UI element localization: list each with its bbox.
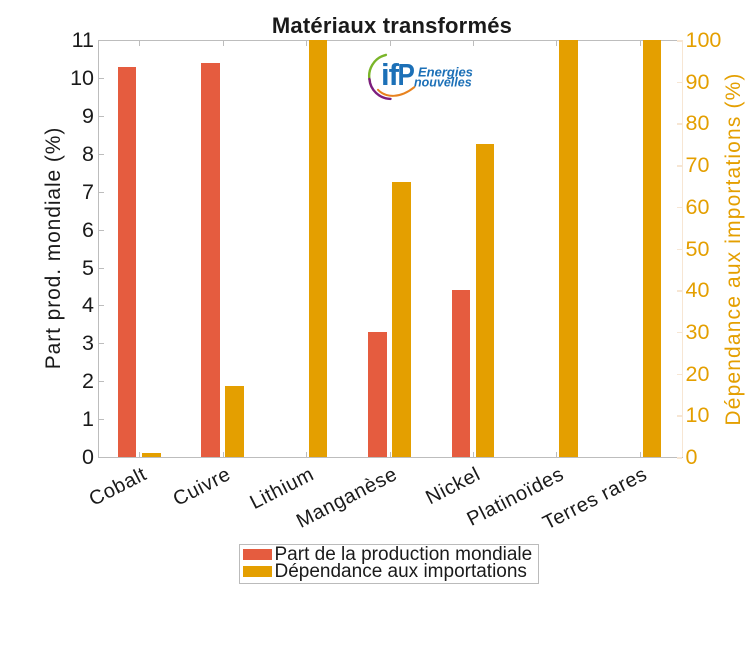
- svg-text:P: P: [398, 58, 415, 93]
- svg-text:Energies: Energies: [418, 65, 473, 80]
- svg-text:if: if: [381, 57, 400, 92]
- svg-text:nouvelles: nouvelles: [414, 76, 472, 90]
